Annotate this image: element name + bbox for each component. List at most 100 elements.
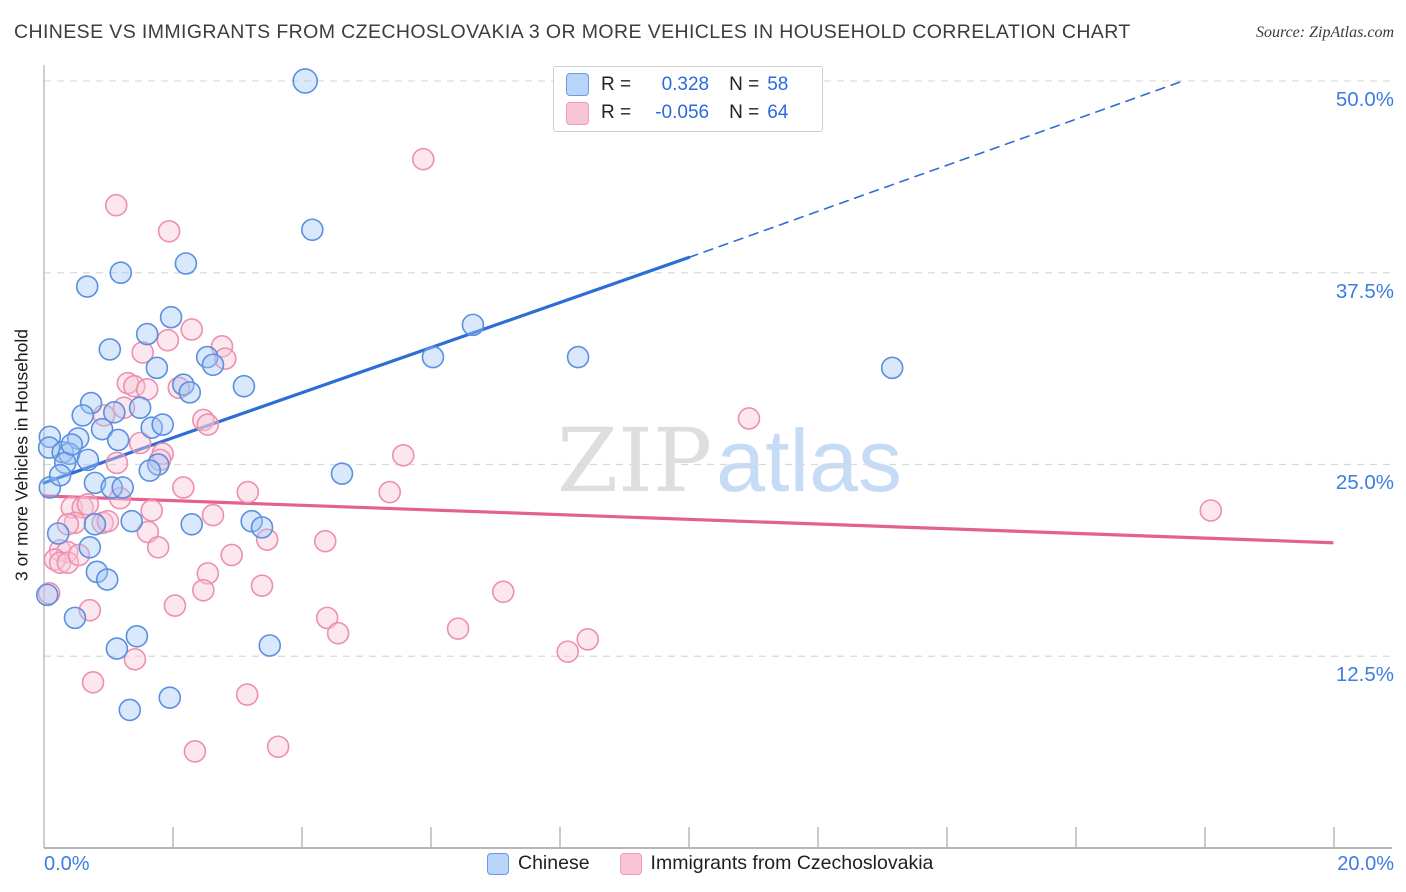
r-label: R = xyxy=(601,73,632,95)
source-credit: Source: ZipAtlas.com xyxy=(1255,24,1394,41)
chinese-point xyxy=(174,252,198,275)
czechoslovakia-point xyxy=(163,594,187,617)
chinese-point xyxy=(250,516,274,539)
chinese-point xyxy=(90,417,114,441)
y-axis-label: 37.5% xyxy=(1335,279,1394,303)
r-value-czechoslovakia: -0.056 xyxy=(655,102,710,124)
czechoslovakia-point xyxy=(250,574,274,597)
czechoslovakia-point xyxy=(213,347,237,370)
chinese-point xyxy=(118,698,142,722)
chinese-trend-line-dashed xyxy=(688,80,1184,259)
chinese-point xyxy=(95,568,119,591)
chinese-point xyxy=(111,476,134,499)
watermark-zip: ZIP xyxy=(557,409,712,512)
czechoslovakia-point xyxy=(556,640,580,663)
chinese-point xyxy=(201,353,225,377)
chinese-point xyxy=(232,374,256,398)
czechoslovakia-point xyxy=(391,443,415,467)
n-value-chinese: 58 xyxy=(767,73,789,95)
czechoslovakia-point xyxy=(235,683,259,706)
czechoslovakia-point xyxy=(491,580,515,604)
legend-label-chinese: Chinese xyxy=(518,852,590,874)
chinese-point xyxy=(63,606,87,630)
y-axis-label: 12.5% xyxy=(1335,663,1394,687)
czechoslovakia-point xyxy=(576,628,600,651)
chinese-point xyxy=(37,436,61,459)
chinese-point xyxy=(158,686,182,709)
n-value-czechoslovakia: 64 xyxy=(767,102,789,124)
chinese-point xyxy=(461,313,485,337)
czechoslovakia-swatch-icon xyxy=(566,101,589,125)
chinese-point xyxy=(48,463,72,487)
czechoslovakia-point xyxy=(96,509,120,533)
chinese-point xyxy=(106,428,130,452)
chinese-point xyxy=(421,345,445,369)
chinese-point xyxy=(76,448,100,472)
czechoslovakia-point xyxy=(172,476,195,499)
chinese-point xyxy=(125,624,149,648)
correlation-legend-box: R = 0.328 N = 58 R = -0.056 N = 64 xyxy=(553,66,823,132)
czechoslovakia-point xyxy=(123,374,146,398)
chinese-point xyxy=(35,583,59,607)
czechoslovakia-point xyxy=(255,528,279,551)
czechoslovakia-point xyxy=(63,511,87,535)
czechoslovakia-point xyxy=(76,493,100,516)
czechoslovakia-point xyxy=(183,740,207,763)
czechoslovakia-point xyxy=(123,648,147,671)
czechoslovakia-point xyxy=(128,431,152,455)
x-axis-min-label: 0.0% xyxy=(44,853,90,875)
czechoslovakia-point xyxy=(446,617,470,640)
chinese-point xyxy=(138,459,162,482)
chinese-point xyxy=(135,322,159,346)
czechoslovakia-point xyxy=(236,480,260,504)
chinese-trend-line-solid xyxy=(42,255,691,485)
chinese-point xyxy=(46,522,70,545)
chinese-point xyxy=(159,305,183,329)
czechoslovakia-point xyxy=(196,413,220,436)
chinese-point xyxy=(195,345,219,369)
chinese-point xyxy=(145,356,169,380)
chinese-point xyxy=(180,513,204,536)
legend-label-czechoslovakia: Immigrants from Czechoslovakia xyxy=(650,852,934,874)
chinese-point xyxy=(330,462,354,485)
czechoslovakia-point xyxy=(81,671,105,694)
czechoslovakia-point xyxy=(146,536,170,559)
czechoslovakia-point xyxy=(266,735,290,759)
czechoslovakia-point xyxy=(156,328,180,352)
czechoslovakia-point xyxy=(180,318,204,341)
czechoslovakia-swatch-icon xyxy=(619,852,642,875)
chinese-point xyxy=(151,413,174,436)
n-label: N = xyxy=(729,73,760,95)
chinese-point xyxy=(120,509,144,533)
watermark-atlas: atlas xyxy=(716,411,902,510)
czechoslovakia-point xyxy=(411,147,435,171)
czechoslovakia-point xyxy=(315,606,339,630)
czechoslovakia-point xyxy=(104,193,128,217)
chinese-point xyxy=(71,404,94,427)
czechoslovakia-point xyxy=(105,451,129,475)
chinese-point xyxy=(566,345,590,369)
chinese-point xyxy=(83,471,107,495)
chinese-point xyxy=(83,513,107,536)
czechoslovakia-point xyxy=(201,503,225,527)
czechoslovakia-point xyxy=(378,480,402,504)
chinese-point xyxy=(301,218,324,242)
n-label: N = xyxy=(729,102,760,124)
czechoslovakia-point xyxy=(326,621,350,645)
czechoslovakia-point xyxy=(67,543,91,567)
r-value-chinese: 0.328 xyxy=(661,73,710,95)
czechoslovakia-point xyxy=(56,551,80,574)
watermark: ZIPatlas xyxy=(557,409,902,512)
czechoslovakia-point xyxy=(220,543,243,567)
chinese-point xyxy=(103,401,126,424)
chinese-point xyxy=(105,637,129,660)
czechoslovakia-point xyxy=(140,499,164,522)
chinese-point xyxy=(258,634,282,657)
chinese-point xyxy=(178,381,202,404)
czechoslovakia-point xyxy=(131,341,154,364)
czechoslovakia-point xyxy=(192,578,215,602)
chinese-point xyxy=(60,433,84,456)
chinese-swatch-icon xyxy=(487,852,509,875)
